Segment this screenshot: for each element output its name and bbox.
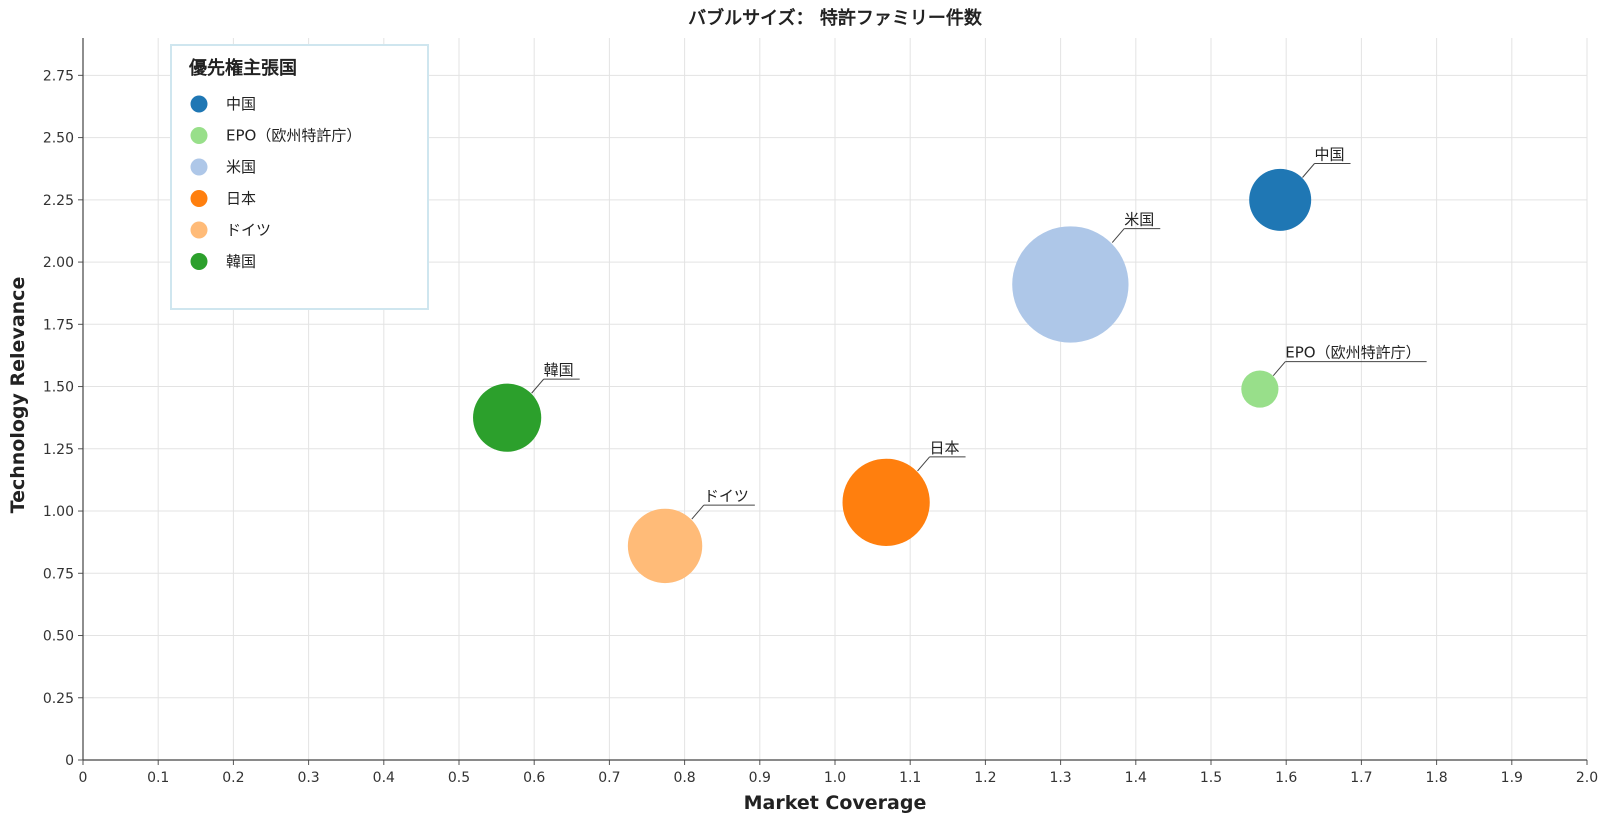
x-tick-label: 0.4 <box>373 770 395 786</box>
bubble-label: ドイツ <box>704 487 749 505</box>
x-tick-label: 0.2 <box>222 770 244 786</box>
bubble-leader-line <box>531 378 545 394</box>
bubble[interactable] <box>473 383 542 452</box>
bubble[interactable] <box>1012 226 1129 343</box>
x-tick-label: 0 <box>79 770 88 786</box>
x-tick-label: 0.6 <box>523 770 545 786</box>
y-tick-label: 0.50 <box>43 629 74 645</box>
bubble-label: EPO（欧州特許庁） <box>1285 344 1420 362</box>
chart-title: バブルサイズ： 特許ファミリー件数 <box>688 7 983 29</box>
x-tick-label: 0.9 <box>749 770 771 786</box>
legend-marker <box>190 158 208 176</box>
x-tick-label: 0.5 <box>448 770 470 786</box>
legend-marker <box>190 127 208 144</box>
x-tick-label: 1.5 <box>1200 770 1222 786</box>
x-tick-label: 0.3 <box>297 770 319 786</box>
y-tick-label: 0.25 <box>43 691 74 707</box>
legend-title: 優先権主張国 <box>188 57 297 79</box>
legend-box <box>170 44 429 310</box>
bubble[interactable] <box>1249 168 1312 231</box>
bubbles <box>473 168 1312 584</box>
bubble-label: 韓国 <box>544 361 574 379</box>
y-tick-label: 1.25 <box>43 442 74 458</box>
bubble[interactable] <box>842 458 930 546</box>
y-tick-label: 0 <box>65 753 74 769</box>
legend-marker <box>190 95 208 113</box>
x-tick-label: 1.3 <box>1049 770 1071 786</box>
y-tick-label: 1.75 <box>43 317 74 333</box>
bubble-leader-line <box>1272 361 1286 376</box>
legend-item-label[interactable]: 中国 <box>226 95 256 113</box>
legend-marker <box>190 190 208 207</box>
bubble-leader-line <box>917 456 930 472</box>
legend-item-label[interactable]: 韓国 <box>226 253 256 271</box>
x-tick-label: 1.8 <box>1425 770 1447 786</box>
bubble-label: 中国 <box>1315 146 1345 164</box>
bubble[interactable] <box>627 508 703 584</box>
bubble-leader-line <box>1111 228 1125 243</box>
y-tick-label: 2.50 <box>43 131 74 147</box>
x-tick-label: 1.6 <box>1275 770 1297 786</box>
legend-marker <box>190 253 208 270</box>
x-tick-label: 0.8 <box>673 770 695 786</box>
x-tick-label: 1.7 <box>1350 770 1372 786</box>
x-tick-label: 1.0 <box>824 770 846 786</box>
legend-marker <box>190 221 208 239</box>
x-tick-label: 1.4 <box>1125 770 1147 786</box>
bubble-leader-line <box>1302 163 1315 178</box>
x-tick-label: 0.7 <box>598 770 620 786</box>
x-tick-label: 0.1 <box>147 770 169 786</box>
legend-item-label[interactable]: 日本 <box>226 190 256 208</box>
y-tick-label: 2.25 <box>43 193 74 209</box>
bubble-leader-line <box>691 504 705 520</box>
x-tick-label: 2.0 <box>1576 770 1598 786</box>
legend-item-label[interactable]: 米国 <box>226 158 256 176</box>
y-tick-label: 2.00 <box>43 255 74 271</box>
y-axis-title: Technology Relevance <box>7 277 29 514</box>
axes: 0 0.1 0.2 0.3 0.4 0.5 0.6 0.7 0.8 0.9 1.0 1.1 1.2 1.3… <box>43 38 1598 786</box>
y-tick-label: 0.75 <box>43 566 74 582</box>
y-tick-label: 1.00 <box>43 504 74 520</box>
y-tick-label: 1.50 <box>43 380 74 396</box>
x-tick-label: 1.2 <box>974 770 996 786</box>
legend-item-label[interactable]: EPO（欧州特許庁） <box>226 127 361 145</box>
y-tick-label: 2.75 <box>43 68 74 84</box>
bubble-label: 日本 <box>930 439 960 457</box>
x-tick-label: 1.1 <box>899 770 921 786</box>
x-tick-label: 1.9 <box>1501 770 1523 786</box>
legend-item-label[interactable]: ドイツ <box>226 221 271 239</box>
bubble[interactable] <box>1241 370 1279 408</box>
bubble-label: 米国 <box>1124 211 1154 229</box>
x-axis-title: Market Coverage <box>744 792 927 814</box>
